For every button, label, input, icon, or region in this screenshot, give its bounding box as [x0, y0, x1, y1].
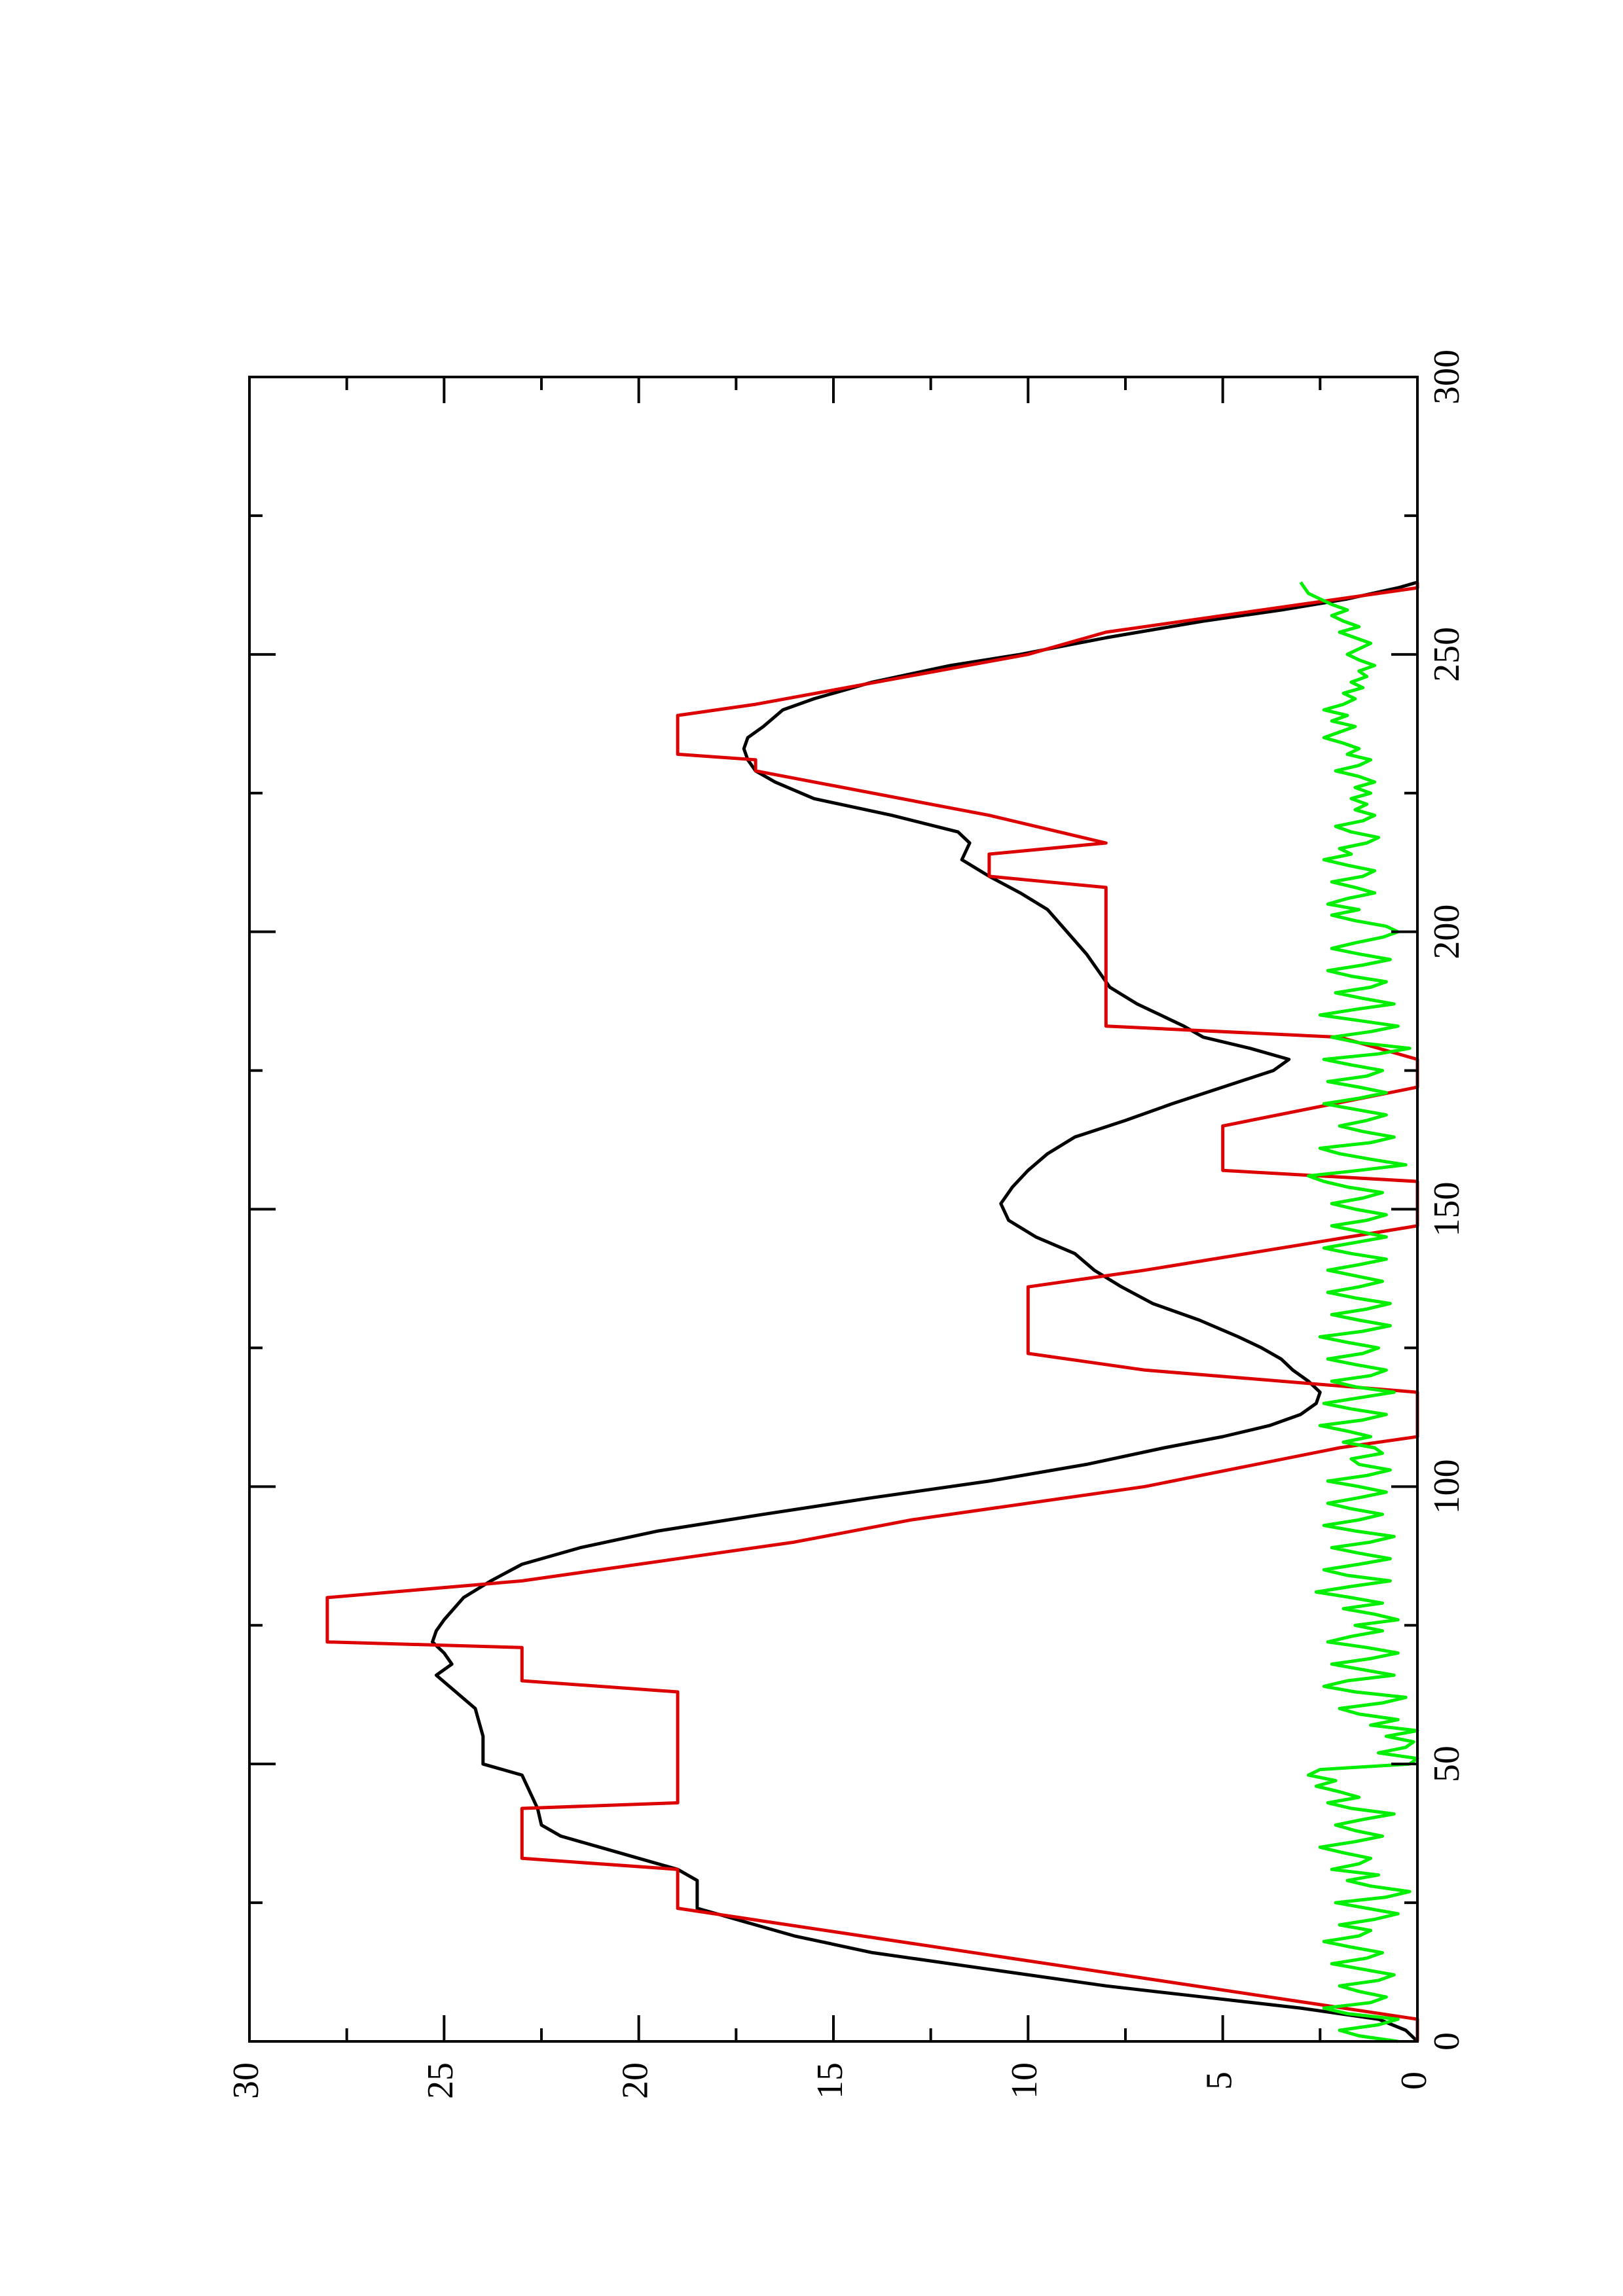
y-tick-label: 0 [1394, 2072, 1434, 2090]
x-tick-label: 300 [1427, 350, 1467, 404]
series-line-2 [325, 582, 1419, 2041]
y-tick-label: 30 [226, 2062, 266, 2099]
x-tick-label: 50 [1427, 1746, 1467, 1782]
y-tick-label: 25 [420, 2062, 461, 2099]
x-tick-label: 250 [1427, 627, 1467, 682]
x-tick-label: 200 [1427, 905, 1467, 960]
x-tick-label: 150 [1427, 1182, 1467, 1237]
series-line-1 [431, 581, 1419, 2043]
y-tick-label: 20 [615, 2062, 656, 2099]
axis-layer: 0 50 100 150 200 250 300 0 5 10 15 20 25 30 [226, 350, 1467, 2099]
y-tick-label: 15 [810, 2062, 850, 2099]
series-line-3 [1299, 581, 1419, 2043]
x-tick-label: 100 [1427, 1459, 1467, 1514]
y-tick-label: 10 [1004, 2062, 1045, 2099]
plot-frame [248, 376, 1419, 2043]
series-layer [325, 581, 1419, 2043]
x-tick-label: 0 [1427, 2032, 1467, 2051]
y-tick-label: 5 [1199, 2072, 1240, 2090]
